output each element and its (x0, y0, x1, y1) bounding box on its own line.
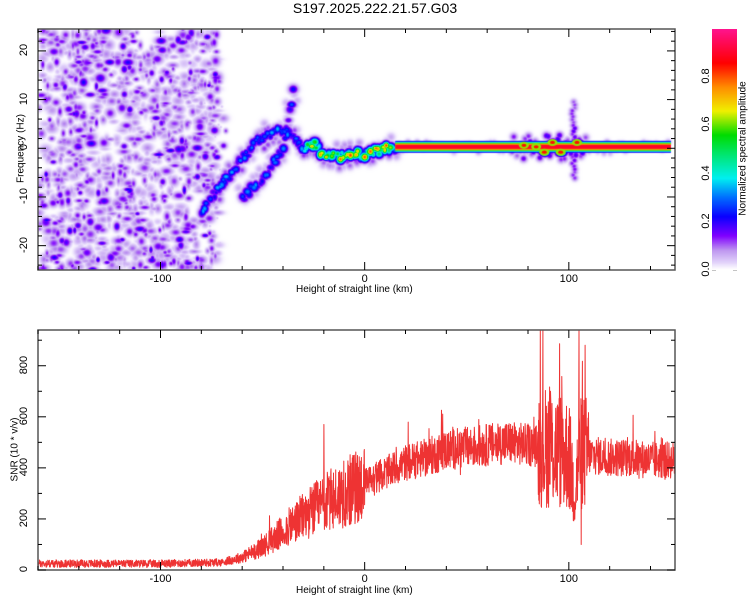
snr-y-tick-label: 200 (18, 508, 30, 528)
spectrogram-x-tick-label: 0 (361, 273, 368, 285)
snr-y-tick-label: 0 (18, 565, 30, 573)
spectrogram-frame (37, 28, 676, 271)
spectrogram-image (38, 29, 675, 270)
snr-frame (37, 329, 676, 571)
snr-x-tick-label: -100 (149, 573, 172, 585)
snr-x-axis-title: Height of straight line (km) (296, 585, 413, 596)
colorbar (712, 29, 737, 270)
snr-y-tick-label: 800 (18, 355, 30, 374)
chart-title: S197.2025.222.21.57.G03 (292, 0, 458, 16)
snr-line (37, 329, 676, 568)
spectrogram-x-tick-label: 100 (559, 273, 578, 285)
snr-x-tick-label: 0 (361, 573, 368, 585)
spectrogram-axes (37, 28, 737, 271)
snr-x-tick-label: 100 (559, 573, 578, 585)
spectrogram-x-tick-label: -100 (149, 273, 172, 285)
spectrogram-x-axis-title: Height of straight line (km) (296, 284, 413, 295)
snr-y-axis-title: SNR (10 * v/v) (9, 417, 21, 482)
